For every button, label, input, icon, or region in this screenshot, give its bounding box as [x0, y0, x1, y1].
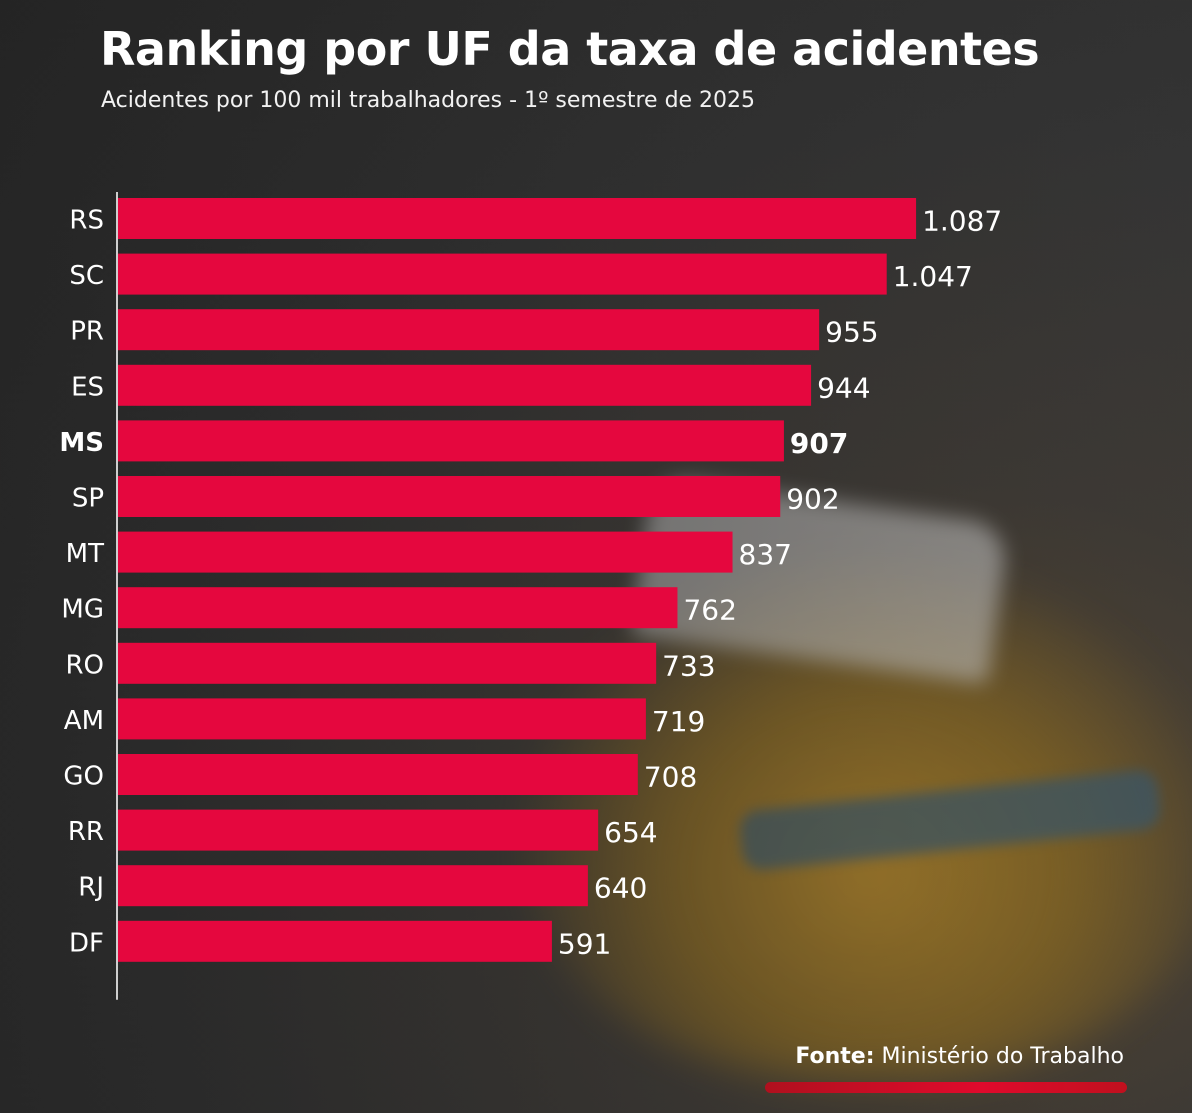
category-label-ms: MS [59, 428, 104, 458]
chart-title: Ranking por UF da taxa de acidentes [100, 22, 1040, 76]
bar-rr [118, 809, 599, 851]
source-underline-bar [765, 1082, 1127, 1093]
bar-rs [118, 198, 917, 239]
value-label-ms: 907 [790, 427, 848, 460]
value-label-mt: 837 [739, 538, 792, 571]
value-label-df: 591 [558, 927, 611, 960]
bar-es [118, 364, 812, 406]
category-label-rj: RJ [78, 873, 104, 903]
value-label-go: 708 [644, 761, 697, 794]
value-label-rs: 1.087 [922, 205, 1002, 238]
bar-mt [118, 531, 733, 573]
category-label-es: ES [71, 372, 104, 402]
source-key: Fonte: [795, 1044, 875, 1069]
value-label-sp: 902 [786, 483, 839, 516]
category-label-rr: RR [68, 817, 104, 847]
bar-sc [118, 253, 887, 295]
value-label-ro: 733 [662, 649, 715, 682]
category-label-sp: SP [72, 484, 104, 514]
category-label-ro: RO [65, 650, 104, 680]
bar-ms [118, 420, 784, 462]
category-label-mt: MT [66, 539, 104, 569]
bar-go [118, 754, 638, 795]
bar-mg [118, 587, 678, 629]
category-label-sc: SC [69, 261, 104, 291]
bar-sp [118, 476, 781, 517]
category-label-go: GO [63, 762, 104, 792]
value-label-rr: 654 [604, 816, 657, 849]
bar-am [118, 698, 646, 740]
bar-rj [118, 865, 588, 907]
value-label-mg: 762 [683, 594, 736, 627]
bar-ro [118, 642, 657, 684]
category-label-am: AM [64, 706, 104, 736]
category-label-rs: RS [69, 206, 104, 236]
value-label-pr: 955 [825, 316, 878, 349]
chart-subtitle: Acidentes por 100 mil trabalhadores - 1º… [101, 88, 756, 113]
category-label-mg: MG [61, 595, 104, 625]
category-label-df: DF [69, 928, 104, 958]
value-label-rj: 640 [594, 872, 647, 905]
value-label-am: 719 [652, 705, 705, 738]
value-label-sc: 1.047 [893, 260, 973, 293]
source-value: Ministério do Trabalho [881, 1044, 1125, 1069]
bar-df [118, 920, 552, 962]
bar-pr [118, 309, 820, 351]
value-label-es: 944 [817, 371, 870, 404]
source-credit: Fonte: Ministério do Trabalho [795, 1044, 1124, 1069]
category-label-pr: PR [70, 317, 104, 347]
